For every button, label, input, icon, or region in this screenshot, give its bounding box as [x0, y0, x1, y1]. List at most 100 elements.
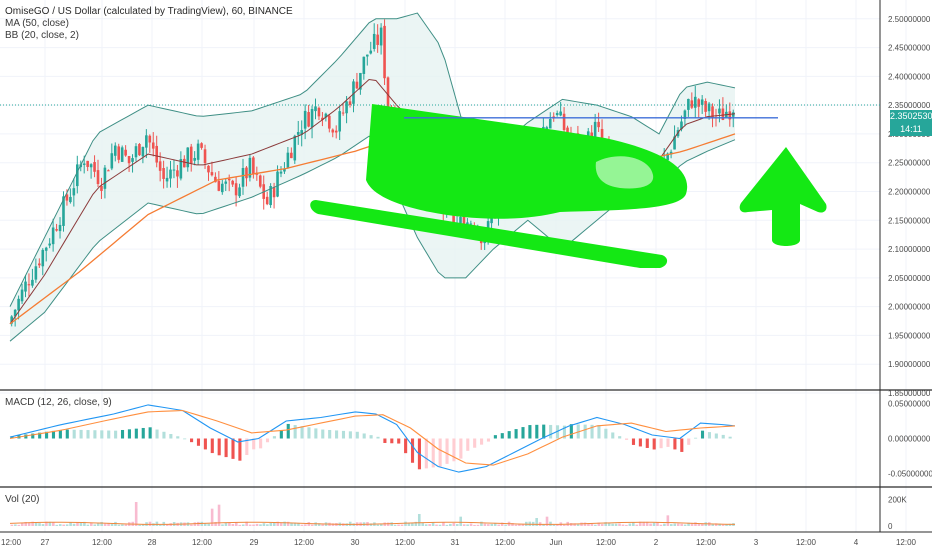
macd-hist-bar: [459, 438, 463, 459]
macd-hist-bar: [452, 438, 456, 462]
time-tick-label: 2: [654, 538, 659, 547]
volume-bar: [725, 524, 728, 526]
candle-body: [314, 106, 317, 112]
volume-bar: [210, 508, 214, 526]
macd-hist-bar: [673, 438, 677, 450]
volume-bar: [556, 524, 559, 526]
macd-hist-bar: [328, 429, 332, 439]
candle-body: [279, 171, 283, 174]
macd-hist-bar: [618, 436, 622, 439]
volume-bar: [694, 522, 697, 526]
volume-bar: [642, 521, 645, 526]
macd-hist-bar: [687, 438, 691, 445]
countdown-tag: 14:11: [890, 123, 932, 136]
macd-hist-bar: [190, 438, 194, 443]
macd-hist-bar: [169, 434, 173, 439]
candle-body: [562, 113, 566, 131]
candle-body: [220, 183, 224, 193]
candle-body: [721, 108, 725, 120]
candle-body: [666, 153, 669, 161]
volume-bar: [235, 522, 238, 526]
volume-bar: [625, 524, 628, 526]
volume-bar: [107, 523, 110, 526]
volume-bar: [31, 521, 34, 526]
macd-hist-bar: [224, 438, 228, 458]
time-tick-label: 12:00: [696, 538, 717, 547]
candle-body: [680, 121, 683, 130]
macd-hist-bar: [58, 429, 62, 439]
price-tick-label: 2.25000000: [888, 159, 931, 168]
macd-tick-label: -0.05000000: [888, 470, 932, 479]
volume-bar: [241, 524, 245, 526]
macd-hist-bar: [107, 430, 111, 439]
volume-bar: [272, 522, 276, 526]
macd-hist-bar: [79, 429, 83, 439]
candle-body: [44, 247, 48, 251]
volume-bar: [348, 521, 352, 526]
volume-bar: [635, 524, 639, 526]
volume-bar: [614, 523, 618, 526]
volume-bar: [455, 524, 459, 526]
price-tick-label: 1.95000000: [888, 331, 931, 340]
volume-bar: [231, 524, 235, 526]
candle-body: [548, 119, 552, 129]
candle-body: [376, 34, 379, 45]
candle-body: [155, 145, 158, 163]
volume-bar: [83, 521, 86, 526]
candle-body: [38, 263, 41, 266]
volume-bar: [124, 524, 128, 526]
volume-bar: [148, 521, 152, 526]
volume-bar: [545, 516, 549, 526]
volume-bar: [628, 523, 632, 526]
volume-bar: [504, 524, 507, 526]
candle-body: [704, 100, 707, 112]
candle-body: [183, 158, 186, 168]
time-tick-label: 29: [250, 538, 259, 547]
ma-legend: MA (50, close): [5, 18, 69, 29]
volume-bar: [390, 522, 393, 526]
volume-ma-line: [9, 521, 736, 525]
macd-hist-bar: [549, 424, 553, 439]
macd-hist-bar: [65, 429, 69, 439]
volume-bar: [190, 524, 193, 526]
saucer-shape: [310, 200, 668, 268]
volume-bar: [442, 522, 445, 526]
candle-body: [728, 111, 732, 120]
candle-body: [107, 170, 110, 172]
time-tick-label: 12:00: [1, 538, 22, 547]
volume-bar: [714, 523, 718, 526]
macd-hist-bar: [569, 424, 573, 439]
candle-body: [317, 107, 321, 117]
candle-body: [31, 279, 34, 286]
candle-body: [265, 196, 269, 205]
volume-bar: [411, 522, 414, 526]
volume-bar: [645, 521, 649, 526]
volume-bar: [376, 524, 380, 526]
candle-body: [341, 112, 345, 114]
macd-hist-bar: [245, 438, 249, 456]
macd-hist-bar: [694, 437, 698, 439]
volume-bar: [421, 522, 425, 526]
candle-body: [214, 176, 217, 183]
volume-bar: [587, 523, 590, 526]
time-tick-label: 12:00: [92, 538, 113, 547]
macd-hist-bar: [410, 438, 415, 463]
candle-body: [334, 130, 338, 133]
macd-hist-bar: [183, 438, 187, 440]
vol-tick-label: 200K: [888, 495, 907, 504]
volume-bar: [27, 522, 31, 526]
candle-body: [690, 100, 694, 108]
volume-bar: [514, 524, 518, 526]
volume-bar: [55, 524, 59, 526]
volume-bar: [397, 524, 400, 526]
time-tick-label: 4: [854, 538, 859, 547]
candle-body: [162, 168, 165, 179]
time-tick-label: 12:00: [596, 538, 617, 547]
volume-bar: [224, 522, 228, 526]
candle-body: [365, 54, 369, 57]
volume-bar: [697, 523, 701, 526]
candle-body: [369, 50, 373, 54]
candle-body: [545, 127, 549, 130]
macd-hist-bar: [631, 438, 636, 445]
last-price-tag: 2.35025300: [890, 110, 932, 123]
